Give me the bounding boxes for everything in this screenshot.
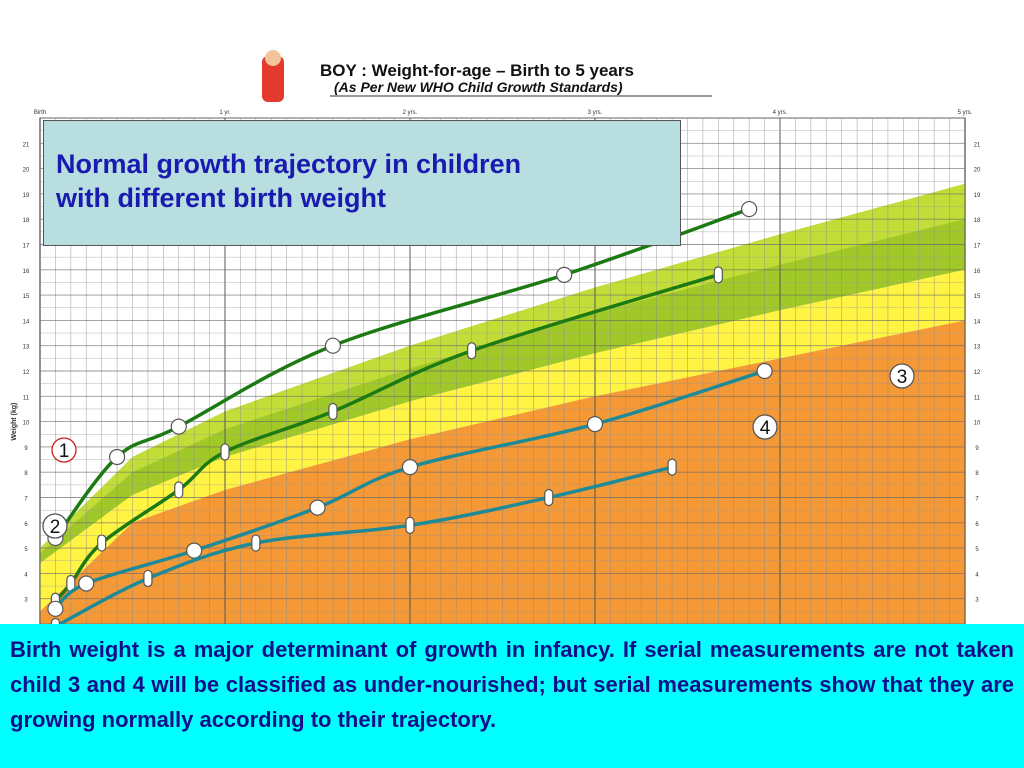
series-label-marker-3 bbox=[889, 363, 915, 389]
series-3-point bbox=[47, 600, 64, 617]
x-tick-label: 3 yrs. bbox=[588, 110, 603, 116]
y-tick-label-right: 18 bbox=[974, 218, 981, 224]
overlay-title-line1: Normal growth trajectory in children bbox=[56, 149, 522, 179]
y-tick-label-right: 7 bbox=[975, 497, 979, 503]
series-label-marker-4 bbox=[752, 414, 778, 440]
series-4-point bbox=[667, 458, 677, 476]
caption-box: Birth weight is a major determinant of g… bbox=[0, 624, 1024, 768]
y-tick-label-right: 14 bbox=[974, 319, 981, 325]
y-tick-label-right: 13 bbox=[974, 345, 981, 351]
series-4-point bbox=[544, 488, 554, 507]
y-tick-label-right: 19 bbox=[974, 193, 981, 199]
y-tick-label-left: 21 bbox=[23, 142, 30, 148]
series-1-point bbox=[108, 448, 126, 466]
y-tick-label-left: 9 bbox=[24, 446, 28, 452]
series-label-2: 2 bbox=[50, 517, 61, 538]
y-tick-label-left: 15 bbox=[23, 294, 30, 300]
child-figure-icon bbox=[262, 56, 284, 102]
y-tick-label-right: 20 bbox=[974, 168, 981, 174]
child-head-icon bbox=[265, 50, 281, 66]
series-3-point bbox=[309, 499, 326, 516]
x-tick-label: Birth bbox=[34, 110, 46, 116]
y-tick-label-right: 3 bbox=[975, 598, 979, 604]
y-tick-label-right: 6 bbox=[975, 522, 979, 528]
y-tick-label-right: 9 bbox=[975, 446, 979, 452]
growth-chart-svg: BOY : Weight-for-age – Birth to 5 years(… bbox=[11, 50, 981, 624]
y-tick-label-left: 7 bbox=[24, 497, 28, 503]
series-1-point bbox=[556, 266, 573, 283]
y-tick-label-right: 17 bbox=[974, 244, 981, 250]
series-label-3: 3 bbox=[897, 367, 908, 388]
y-tick-label-left: 17 bbox=[23, 244, 30, 250]
series-label-4: 4 bbox=[760, 418, 771, 439]
x-tick-label: 2 yrs. bbox=[403, 110, 418, 116]
y-tick-label-right: 11 bbox=[974, 395, 981, 401]
y-tick-label-right: 10 bbox=[974, 421, 981, 427]
overlay-title-box: Normal growth trajectory in children wit… bbox=[43, 120, 681, 246]
series-4-point bbox=[143, 569, 153, 588]
y-tick-label-right: 15 bbox=[974, 294, 981, 300]
series-1-point bbox=[741, 200, 758, 218]
series-line-3 bbox=[53, 369, 767, 611]
y-tick-label-left: 13 bbox=[23, 345, 30, 351]
series-4-point bbox=[50, 617, 61, 624]
y-tick-label-right: 16 bbox=[974, 269, 981, 275]
chart-subtitle: (As Per New WHO Child Growth Standards) bbox=[334, 79, 623, 95]
x-tick-label: 1 yr. bbox=[219, 110, 231, 116]
series-label-marker-1 bbox=[51, 437, 77, 463]
y-tick-label-right: 8 bbox=[975, 471, 979, 477]
y-tick-label-left: 5 bbox=[24, 547, 28, 553]
x-tick-label: 5 yrs. bbox=[958, 110, 973, 116]
series-line-4 bbox=[56, 465, 674, 624]
x-tick-label: 4 yrs. bbox=[773, 110, 788, 116]
overlay-title-line2: with different birth weight bbox=[56, 183, 386, 213]
series-2-point bbox=[97, 534, 107, 552]
series-4-point bbox=[405, 516, 415, 534]
y-tick-label-left: 20 bbox=[23, 168, 30, 174]
y-tick-label-left: 14 bbox=[23, 319, 30, 325]
y-tick-label-left: 19 bbox=[23, 193, 30, 199]
series-label-1: 1 bbox=[59, 441, 70, 462]
y-tick-label-left: 10 bbox=[23, 421, 30, 427]
y-tick-label-left: 6 bbox=[24, 522, 28, 528]
series-4-point bbox=[251, 534, 261, 552]
series-2-point bbox=[174, 481, 184, 499]
y-tick-label-left: 16 bbox=[23, 269, 30, 275]
y-tick-label-left: 11 bbox=[23, 395, 30, 401]
series-3-point bbox=[401, 459, 419, 476]
y-tick-label-right: 21 bbox=[974, 142, 981, 148]
caption-text: Birth weight is a major determinant of g… bbox=[10, 637, 1014, 732]
y-tick-label-right: 5 bbox=[975, 547, 979, 553]
y-tick-label-right: 12 bbox=[974, 370, 981, 376]
series-3-point bbox=[756, 362, 773, 380]
series-1-point bbox=[170, 418, 187, 435]
series-1-point bbox=[324, 337, 342, 354]
series-3-point bbox=[586, 416, 604, 433]
series-2-point bbox=[220, 443, 230, 461]
series-label-marker-2 bbox=[42, 513, 68, 539]
growth-chart: BOY : Weight-for-age – Birth to 5 years(… bbox=[0, 18, 1024, 624]
series-2-point bbox=[328, 402, 338, 421]
series-2-point bbox=[713, 266, 723, 284]
series-3-point bbox=[186, 542, 203, 559]
y-tick-label-left: 18 bbox=[23, 218, 30, 224]
y-axis-label: Weight (kg) bbox=[11, 403, 18, 441]
series-line-2 bbox=[53, 273, 721, 603]
y-tick-label-left: 3 bbox=[24, 598, 28, 604]
series-2-point bbox=[467, 342, 477, 360]
chart-title: BOY : Weight-for-age – Birth to 5 years bbox=[320, 61, 634, 80]
series-3-point bbox=[78, 575, 95, 592]
y-tick-label-left: 4 bbox=[24, 572, 28, 578]
y-tick-label-left: 12 bbox=[23, 370, 30, 376]
y-tick-label-right: 4 bbox=[975, 572, 979, 578]
y-tick-label-left: 8 bbox=[24, 471, 28, 477]
